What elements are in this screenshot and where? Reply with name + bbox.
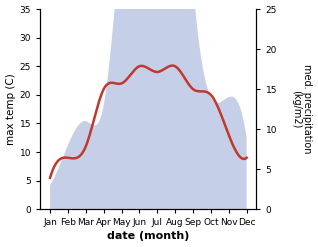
- Y-axis label: med. precipitation
(kg/m2): med. precipitation (kg/m2): [291, 64, 313, 154]
- Y-axis label: max temp (C): max temp (C): [5, 73, 16, 145]
- X-axis label: date (month): date (month): [107, 231, 190, 242]
